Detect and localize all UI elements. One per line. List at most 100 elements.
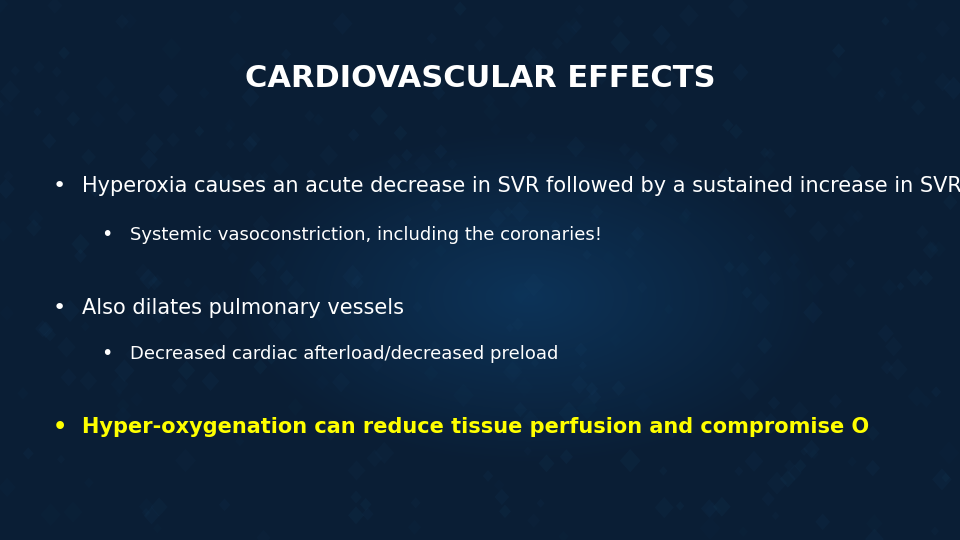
Polygon shape — [668, 429, 677, 438]
Polygon shape — [367, 449, 383, 468]
Polygon shape — [660, 133, 679, 154]
Polygon shape — [679, 211, 691, 225]
Polygon shape — [575, 4, 585, 15]
Polygon shape — [537, 499, 544, 508]
Polygon shape — [38, 321, 54, 338]
Polygon shape — [260, 172, 269, 181]
Polygon shape — [423, 365, 439, 381]
Polygon shape — [401, 149, 413, 162]
Polygon shape — [270, 154, 289, 176]
Polygon shape — [880, 361, 893, 375]
Polygon shape — [916, 225, 928, 239]
Polygon shape — [877, 324, 894, 343]
Polygon shape — [342, 265, 363, 288]
Polygon shape — [574, 342, 588, 357]
Text: •: • — [53, 416, 67, 437]
Polygon shape — [730, 191, 738, 201]
Polygon shape — [931, 526, 939, 536]
Polygon shape — [55, 89, 70, 106]
Polygon shape — [80, 371, 97, 391]
Polygon shape — [787, 465, 802, 481]
Polygon shape — [151, 189, 159, 200]
Polygon shape — [524, 47, 543, 68]
Polygon shape — [649, 90, 665, 108]
Polygon shape — [268, 319, 277, 329]
Polygon shape — [784, 460, 795, 472]
Polygon shape — [877, 87, 886, 98]
Polygon shape — [23, 447, 34, 460]
Polygon shape — [679, 4, 699, 26]
Polygon shape — [0, 0, 9, 13]
Polygon shape — [865, 529, 884, 540]
Polygon shape — [560, 449, 573, 464]
Polygon shape — [306, 169, 316, 180]
Polygon shape — [342, 308, 351, 320]
Polygon shape — [247, 132, 261, 147]
Polygon shape — [0, 478, 15, 497]
Polygon shape — [881, 17, 890, 26]
Polygon shape — [28, 210, 43, 227]
Polygon shape — [865, 460, 880, 476]
Polygon shape — [126, 348, 137, 361]
Polygon shape — [175, 449, 196, 472]
Polygon shape — [47, 0, 62, 14]
Polygon shape — [348, 507, 364, 524]
Text: •: • — [53, 298, 66, 318]
Polygon shape — [151, 497, 168, 517]
Polygon shape — [594, 70, 609, 85]
Polygon shape — [203, 230, 213, 242]
Polygon shape — [552, 37, 563, 50]
Polygon shape — [66, 111, 80, 126]
Polygon shape — [222, 174, 234, 188]
Polygon shape — [583, 249, 591, 260]
Polygon shape — [506, 323, 514, 333]
Polygon shape — [34, 60, 45, 73]
Polygon shape — [612, 380, 626, 396]
Polygon shape — [586, 382, 598, 396]
Polygon shape — [434, 144, 447, 159]
Polygon shape — [0, 80, 20, 103]
Polygon shape — [36, 320, 51, 338]
Polygon shape — [34, 107, 41, 117]
Polygon shape — [199, 87, 209, 99]
Polygon shape — [427, 33, 437, 44]
Polygon shape — [612, 15, 624, 28]
Polygon shape — [242, 86, 259, 107]
Polygon shape — [207, 292, 227, 314]
Polygon shape — [523, 273, 544, 296]
Polygon shape — [790, 401, 809, 422]
Polygon shape — [828, 394, 842, 409]
Polygon shape — [652, 25, 671, 45]
Polygon shape — [752, 293, 770, 314]
Polygon shape — [42, 133, 57, 149]
Polygon shape — [74, 249, 86, 263]
Polygon shape — [0, 220, 12, 242]
Polygon shape — [235, 436, 245, 447]
Polygon shape — [172, 377, 187, 395]
Polygon shape — [332, 372, 350, 393]
Polygon shape — [139, 498, 155, 515]
Polygon shape — [728, 0, 749, 18]
Polygon shape — [96, 76, 115, 98]
Polygon shape — [403, 215, 412, 224]
Polygon shape — [527, 514, 540, 528]
Polygon shape — [499, 504, 511, 518]
Polygon shape — [158, 84, 179, 106]
Polygon shape — [115, 406, 132, 425]
Polygon shape — [251, 172, 269, 193]
Polygon shape — [730, 124, 743, 139]
Polygon shape — [453, 383, 474, 407]
Polygon shape — [222, 240, 231, 251]
Polygon shape — [809, 449, 819, 460]
Polygon shape — [93, 177, 106, 192]
Polygon shape — [772, 511, 780, 520]
Polygon shape — [618, 143, 631, 156]
Polygon shape — [828, 264, 848, 286]
Polygon shape — [60, 300, 80, 322]
Polygon shape — [732, 63, 749, 81]
Polygon shape — [881, 279, 898, 296]
Polygon shape — [590, 205, 603, 219]
Polygon shape — [81, 322, 89, 332]
Polygon shape — [304, 110, 315, 122]
Polygon shape — [760, 147, 770, 158]
